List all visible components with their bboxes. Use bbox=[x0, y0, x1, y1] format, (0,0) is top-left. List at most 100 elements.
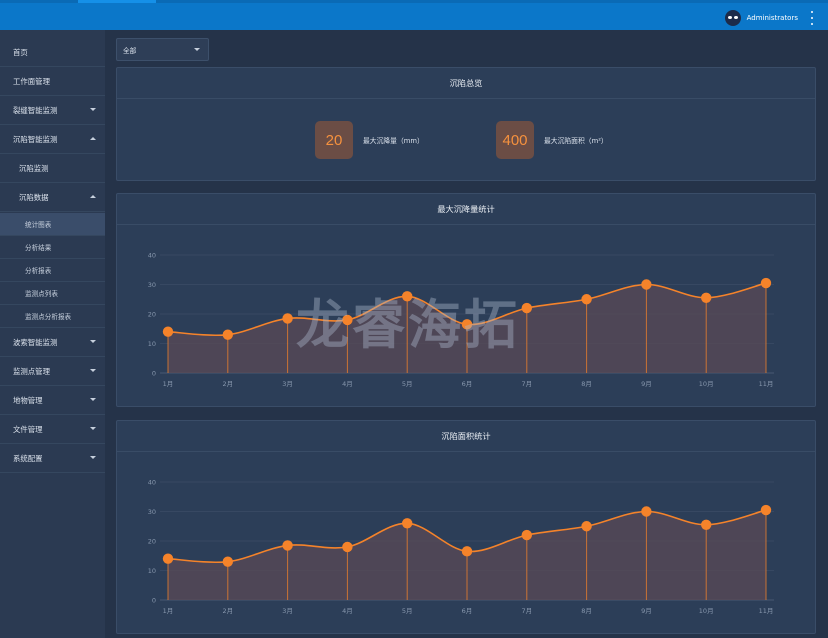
data-point bbox=[162, 326, 174, 337]
x-tick-label: 2月 bbox=[222, 380, 233, 388]
sidebar-item-label: 工作面管理 bbox=[13, 76, 50, 86]
data-point bbox=[461, 546, 473, 557]
sidebar-item-subsidence-watch[interactable]: 沉陷监测 bbox=[0, 154, 105, 183]
x-tick-label: 9月 bbox=[641, 607, 652, 615]
data-point bbox=[641, 506, 652, 517]
x-tick-label: 5月 bbox=[402, 380, 413, 388]
data-point bbox=[402, 291, 413, 302]
data-point bbox=[641, 279, 652, 290]
data-point bbox=[342, 314, 353, 326]
area-chart: 0 10 20 30 40 1月 2月 3月 4月 5月 6月 7月 8月 9月 10月 11月 bbox=[148, 479, 774, 615]
sidebar-item-slope-monitoring[interactable]: 波索智能监测 bbox=[0, 328, 105, 357]
sidebar-item-label: 系统配置 bbox=[13, 453, 43, 463]
y-tick-label: 40 bbox=[148, 252, 156, 260]
max-area-stat: 400 最大沉陷面积（m²） bbox=[496, 121, 608, 159]
sidebar-item-analysis-result[interactable]: 分析结果 bbox=[0, 236, 105, 259]
data-point bbox=[760, 504, 772, 516]
x-tick-label: 2月 bbox=[222, 607, 233, 615]
sidebar-item-workface[interactable]: 工作面管理 bbox=[0, 67, 105, 96]
sidebar-item-system-config[interactable]: 系统配置 bbox=[0, 444, 105, 473]
settlement-chart-panel: 最大沉降量统计 0 10 20 30 40 1月 2月 3月 4月 5月 6月 7月 8月 9月 10月 11… bbox=[116, 193, 816, 407]
chevron-down-icon bbox=[90, 456, 96, 459]
data-point bbox=[701, 292, 712, 303]
y-tick-label: 0 bbox=[152, 597, 156, 605]
y-tick-label: 30 bbox=[148, 508, 156, 516]
chart-title: 最大沉降量统计 bbox=[117, 194, 815, 225]
overview-panel: 沉陷总览 20 最大沉降量（mm） 400 最大沉陷面积（m²） bbox=[116, 67, 816, 181]
data-point bbox=[521, 529, 532, 541]
x-tick-label: 11月 bbox=[759, 607, 774, 615]
chevron-up-icon bbox=[90, 137, 96, 140]
user-name[interactable]: Administrators bbox=[746, 14, 798, 22]
active-tab-indicator bbox=[78, 0, 156, 3]
sidebar-item-label: 波索智能监测 bbox=[13, 337, 58, 347]
filter-select-value: 全部 bbox=[123, 46, 137, 55]
avatar[interactable] bbox=[724, 10, 741, 26]
y-tick-label: 10 bbox=[148, 340, 156, 348]
data-point bbox=[521, 302, 532, 314]
x-tick-label: 10月 bbox=[699, 380, 714, 388]
chart-title: 沉陷面积统计 bbox=[117, 421, 815, 452]
sidebar-item-feature-management[interactable]: 地物管理 bbox=[0, 386, 105, 415]
x-tick-label: 9月 bbox=[641, 380, 652, 388]
sidebar-item-subsidence-data[interactable]: 沉陷数据 bbox=[0, 183, 105, 212]
sidebar-item-label: 沉陷监测 bbox=[19, 163, 49, 173]
sidebar-item-point-report[interactable]: 监测点分析报表 bbox=[0, 305, 105, 328]
sidebar-item-point-management[interactable]: 监测点管理 bbox=[0, 357, 105, 386]
sidebar-item-home[interactable]: 首页 bbox=[0, 38, 105, 67]
x-tick-label: 10月 bbox=[699, 607, 714, 615]
sidebar-item-crack-monitoring[interactable]: 裂缝智能监测 bbox=[0, 96, 105, 125]
area-chart-panel: 沉陷面积统计 0 10 20 30 40 1月 2月 3月 4月 5月 6月 7月 8月 9月 10月 11月 bbox=[116, 420, 816, 634]
y-tick-label: 20 bbox=[148, 311, 156, 319]
sidebar-item-label: 监测点分析报表 bbox=[25, 313, 72, 321]
y-tick-label: 30 bbox=[148, 281, 156, 289]
sidebar-item-label: 监测点列表 bbox=[25, 290, 58, 298]
chevron-down-icon bbox=[90, 398, 96, 401]
chevron-down-icon bbox=[194, 48, 200, 51]
data-point bbox=[222, 556, 233, 567]
y-tick-label: 40 bbox=[148, 479, 156, 487]
data-point bbox=[760, 277, 772, 289]
x-tick-label: 7月 bbox=[521, 380, 532, 388]
sidebar-item-analysis-report[interactable]: 分析报表 bbox=[0, 259, 105, 282]
x-tick-label: 3月 bbox=[282, 607, 293, 615]
data-point bbox=[461, 319, 473, 330]
sidebar-item-subsidence-monitoring[interactable]: 沉陷智能监测 bbox=[0, 125, 105, 154]
x-tick-label: 11月 bbox=[759, 380, 774, 388]
chevron-down-icon bbox=[90, 108, 96, 111]
overview-title: 沉陷总览 bbox=[117, 68, 815, 99]
data-point bbox=[282, 313, 293, 324]
top-bar: Administrators bbox=[0, 0, 828, 30]
data-point bbox=[581, 521, 592, 532]
x-tick-label: 8月 bbox=[581, 380, 592, 388]
user-area: Administrators bbox=[724, 8, 816, 28]
max-area-value: 400 bbox=[496, 121, 534, 159]
x-tick-label: 6月 bbox=[462, 380, 473, 388]
data-point bbox=[402, 518, 413, 529]
more-vertical-icon[interactable] bbox=[808, 11, 816, 25]
sidebar-item-point-list[interactable]: 监测点列表 bbox=[0, 282, 105, 305]
sidebar-item-label: 裂缝智能监测 bbox=[13, 105, 58, 115]
sidebar-item-label: 沉陷数据 bbox=[19, 192, 49, 202]
x-tick-label: 1月 bbox=[163, 380, 174, 388]
sidebar-item-statistics-chart[interactable]: 统计图表 bbox=[0, 213, 105, 236]
sidebar-item-label: 统计图表 bbox=[25, 221, 52, 229]
chevron-down-icon bbox=[90, 369, 96, 372]
max-settlement-label: 最大沉降量（mm） bbox=[363, 137, 424, 145]
filter-select[interactable]: 全部 bbox=[116, 38, 209, 61]
max-settlement-value: 20 bbox=[315, 121, 353, 159]
data-point bbox=[342, 541, 353, 553]
sidebar-item-label: 文件管理 bbox=[13, 424, 43, 434]
data-point bbox=[162, 553, 174, 564]
chevron-up-icon bbox=[90, 195, 96, 198]
sidebar-item-label: 地物管理 bbox=[13, 395, 43, 405]
sidebar-item-label: 监测点管理 bbox=[13, 366, 50, 376]
data-point bbox=[581, 294, 592, 305]
sidebar-item-label: 沉陷智能监测 bbox=[13, 134, 58, 144]
data-point bbox=[222, 329, 233, 340]
x-tick-label: 7月 bbox=[521, 607, 532, 615]
x-tick-label: 6月 bbox=[462, 607, 473, 615]
sidebar-item-label: 分析结果 bbox=[25, 244, 52, 252]
sidebar-item-file-management[interactable]: 文件管理 bbox=[0, 415, 105, 444]
sidebar: 首页 工作面管理 裂缝智能监测 沉陷智能监测 沉陷监测 沉陷数据 统计图表 分析… bbox=[0, 30, 105, 638]
